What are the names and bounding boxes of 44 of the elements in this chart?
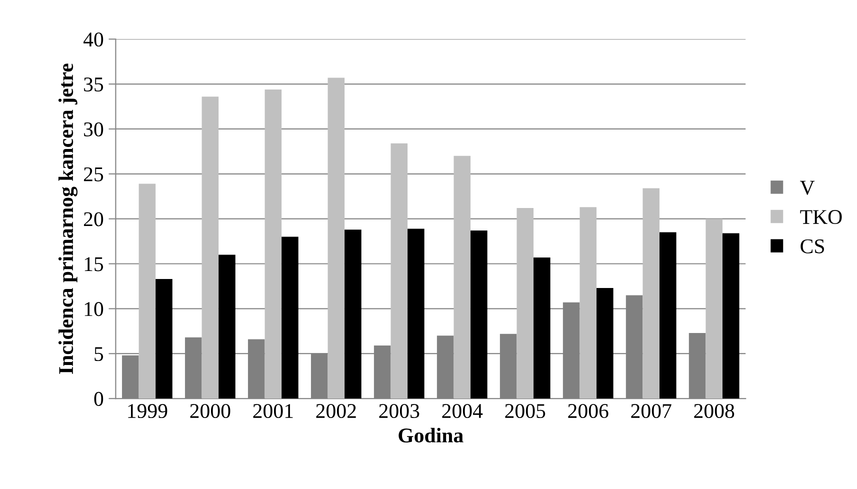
bar <box>202 96 219 399</box>
x-tick-label: 2003 <box>379 404 420 418</box>
x-axis-title: Godina <box>398 428 464 443</box>
x-tick-label: 2004 <box>442 404 483 418</box>
bar <box>470 230 488 399</box>
legend-label: CS <box>800 239 824 254</box>
y-tick-label: 30 <box>84 122 104 136</box>
x-tick-label: 2001 <box>253 404 293 418</box>
x-tick-label: 2002 <box>316 404 356 418</box>
bar <box>282 236 298 399</box>
y-tick-label: 40 <box>83 32 104 47</box>
x-tick-label: 2000 <box>190 404 230 418</box>
bar <box>580 207 597 399</box>
bar <box>344 230 362 399</box>
bar <box>156 279 172 399</box>
bar <box>596 288 614 399</box>
legend-label: TKO <box>800 210 842 224</box>
bar <box>706 218 722 399</box>
x-tick-label: 2008 <box>694 404 734 418</box>
bar <box>660 232 676 399</box>
bar <box>408 228 424 399</box>
bar <box>264 89 282 399</box>
bar <box>642 188 660 399</box>
y-tick-label: 20 <box>84 212 104 226</box>
y-tick-label: 35 <box>84 77 104 92</box>
legend-label: V <box>800 180 815 195</box>
x-tick-label: 1999 <box>128 404 168 418</box>
x-tick-label: 2005 <box>505 404 546 418</box>
y-axis-title: Incidenca primarnog kancera jetre <box>58 64 78 374</box>
bar <box>516 208 534 399</box>
bar <box>534 257 550 399</box>
bar <box>218 254 236 399</box>
bar <box>454 156 471 399</box>
bar <box>138 184 156 399</box>
bar <box>328 78 345 399</box>
y-tick-label: 25 <box>84 167 104 182</box>
y-tick-label: 10 <box>84 302 104 316</box>
bar <box>390 143 408 399</box>
x-tick-label: 2006 <box>568 404 608 418</box>
y-tick-label: 0 <box>94 392 104 406</box>
y-tick-label: 5 <box>94 347 104 362</box>
y-tick-label: 15 <box>84 257 104 272</box>
x-tick-label: 2007 <box>631 404 672 418</box>
bar <box>722 233 740 399</box>
